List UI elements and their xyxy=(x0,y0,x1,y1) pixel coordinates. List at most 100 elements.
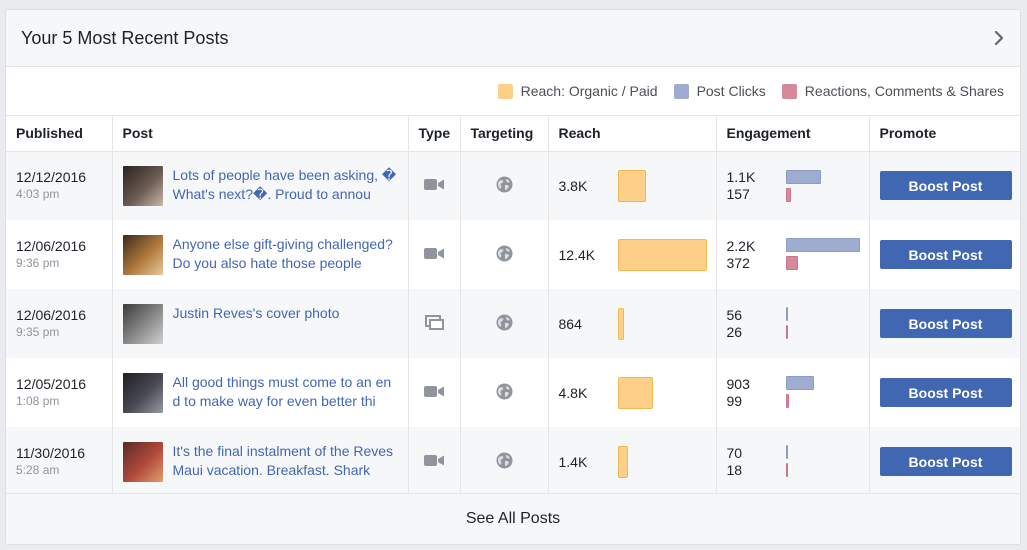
table-row: 12/06/2016 9:36 pm Anyone else gift-givi… xyxy=(6,220,1020,289)
targeting-cell xyxy=(460,358,549,427)
reach-bar[interactable] xyxy=(617,445,628,478)
post-link[interactable]: It's the final instalment of the Reves M… xyxy=(172,442,394,478)
column-header-type[interactable]: Type xyxy=(408,116,461,152)
legend-item-reach: Reach: Organic / Paid xyxy=(497,83,658,99)
panel-title: Your 5 Most Recent Posts xyxy=(21,27,229,48)
engagement-values: 903 99 xyxy=(727,376,750,410)
post-cell: All good things must come to an end to m… xyxy=(112,358,409,427)
engagement-cell: 56 26 xyxy=(716,289,870,358)
reactions-bar[interactable] xyxy=(785,187,791,202)
globe-icon[interactable] xyxy=(496,314,513,334)
column-header-reach[interactable]: Reach xyxy=(548,116,717,152)
post-link[interactable]: All good things must come to an end to m… xyxy=(172,373,392,409)
see-all-posts-link[interactable]: See All Posts xyxy=(6,493,1020,544)
legend-swatch-clicks xyxy=(673,83,689,99)
post-date: 12/05/2016 xyxy=(16,376,87,392)
post-clicks-bar[interactable] xyxy=(785,307,788,321)
reach-bar[interactable] xyxy=(617,376,653,409)
targeting-cell xyxy=(460,151,549,220)
post-clicks-value: 70 xyxy=(726,444,743,461)
reach-cell: 3.8K xyxy=(548,151,717,220)
type-cell xyxy=(408,358,461,427)
reach-bar[interactable] xyxy=(617,238,707,271)
chevron-right-icon[interactable] xyxy=(992,31,1006,45)
boost-post-button[interactable]: Boost Post xyxy=(879,171,1012,201)
promote-cell: Boost Post xyxy=(869,220,1020,289)
post-link[interactable]: Justin Reves's cover photo xyxy=(172,304,340,321)
post-thumbnail[interactable] xyxy=(122,441,163,482)
post-cell: Anyone else gift-giving challenged? Do y… xyxy=(112,220,409,289)
targeting-cell xyxy=(460,220,549,289)
globe-icon[interactable] xyxy=(496,452,513,472)
reactions-bar[interactable] xyxy=(785,256,798,270)
post-clicks-bar[interactable] xyxy=(785,445,788,459)
table-row: 12/12/2016 4:03 pm Lots of people have b… xyxy=(6,151,1020,220)
video-icon[interactable] xyxy=(424,454,444,470)
column-header-published[interactable]: Published xyxy=(6,116,113,152)
post-date: 12/12/2016 xyxy=(16,169,87,186)
column-header-promote[interactable]: Promote xyxy=(869,116,1020,152)
post-thumbnail[interactable] xyxy=(122,303,163,344)
reach-cell: 1.4K xyxy=(548,427,717,496)
post-clicks-bar[interactable] xyxy=(785,169,821,184)
boost-post-button[interactable]: Boost Post xyxy=(879,309,1012,338)
reactions-bar[interactable] xyxy=(785,394,789,408)
post-cell: Lots of people have been asking, �What's… xyxy=(112,151,409,220)
reach-value: 12.4K xyxy=(558,246,596,263)
engagement-cell: 903 99 xyxy=(716,358,870,427)
post-thumbnail[interactable] xyxy=(122,234,163,275)
engagement-cell: 1.1K 157 xyxy=(716,151,870,220)
table-header-row: Published Post Type Targeting Reach Enga… xyxy=(6,116,1020,152)
post-cell: It's the final instalment of the Reves M… xyxy=(112,427,409,496)
column-header-engagement[interactable]: Engagement xyxy=(716,116,870,152)
post-time: 9:35 pm xyxy=(16,325,60,339)
published-cell: 12/12/2016 4:03 pm xyxy=(6,151,113,220)
boost-post-button[interactable]: Boost Post xyxy=(879,447,1012,476)
published-cell: 11/30/2016 5:28 am xyxy=(6,427,113,496)
video-icon[interactable] xyxy=(424,178,444,194)
post-time: 1:08 pm xyxy=(16,394,60,408)
column-header-post[interactable]: Post xyxy=(112,116,409,152)
legend-item-reactions: Reactions, Comments & Shares xyxy=(781,83,1004,99)
legend-swatch-reactions xyxy=(781,83,797,99)
reach-bar[interactable] xyxy=(617,169,646,202)
type-cell xyxy=(408,289,461,358)
targeting-cell xyxy=(460,427,549,496)
post-clicks-bar[interactable] xyxy=(785,376,814,390)
reach-bar[interactable] xyxy=(617,307,624,340)
post-clicks-value: 903 xyxy=(726,375,750,392)
reactions-bar[interactable] xyxy=(785,325,788,339)
post-clicks-value: 1.1K xyxy=(726,168,756,185)
reach-value: 864 xyxy=(558,315,582,332)
boost-post-button[interactable]: Boost Post xyxy=(879,378,1012,407)
legend-item-clicks: Post Clicks xyxy=(673,83,766,99)
table-row: 12/06/2016 9:35 pm Justin Reves's cover … xyxy=(6,289,1020,358)
engagement-values: 70 18 xyxy=(727,445,743,479)
video-icon[interactable] xyxy=(424,385,444,401)
reach-cell: 12.4K xyxy=(548,220,717,289)
column-header-targeting[interactable]: Targeting xyxy=(460,116,549,152)
boost-post-button[interactable]: Boost Post xyxy=(879,240,1012,269)
post-thumbnail[interactable] xyxy=(122,372,163,413)
reactions-bar[interactable] xyxy=(785,463,788,477)
engagement-values: 2.2K 372 xyxy=(727,238,756,272)
photo-icon[interactable] xyxy=(424,314,444,333)
post-link[interactable]: Lots of people have been asking, �What's… xyxy=(172,166,397,202)
reach-value: 4.8K xyxy=(558,384,588,401)
type-cell xyxy=(408,427,461,496)
legend-label-reach: Reach: Organic / Paid xyxy=(520,83,658,99)
globe-icon[interactable] xyxy=(496,383,513,403)
reactions-value: 99 xyxy=(726,392,743,409)
type-cell xyxy=(408,220,461,289)
globe-icon[interactable] xyxy=(496,176,513,196)
post-clicks-bar[interactable] xyxy=(785,238,860,252)
legend-swatch-reach xyxy=(497,83,513,99)
post-time: 4:03 pm xyxy=(16,187,60,202)
posts-table: Published Post Type Targeting Reach Enga… xyxy=(6,116,1020,496)
video-icon[interactable] xyxy=(424,247,444,263)
reach-value: 1.4K xyxy=(558,453,588,470)
post-link[interactable]: Anyone else gift-giving challenged? Do y… xyxy=(172,235,393,271)
post-thumbnail[interactable] xyxy=(122,165,163,206)
post-clicks-value: 56 xyxy=(726,306,743,323)
globe-icon[interactable] xyxy=(496,245,513,265)
